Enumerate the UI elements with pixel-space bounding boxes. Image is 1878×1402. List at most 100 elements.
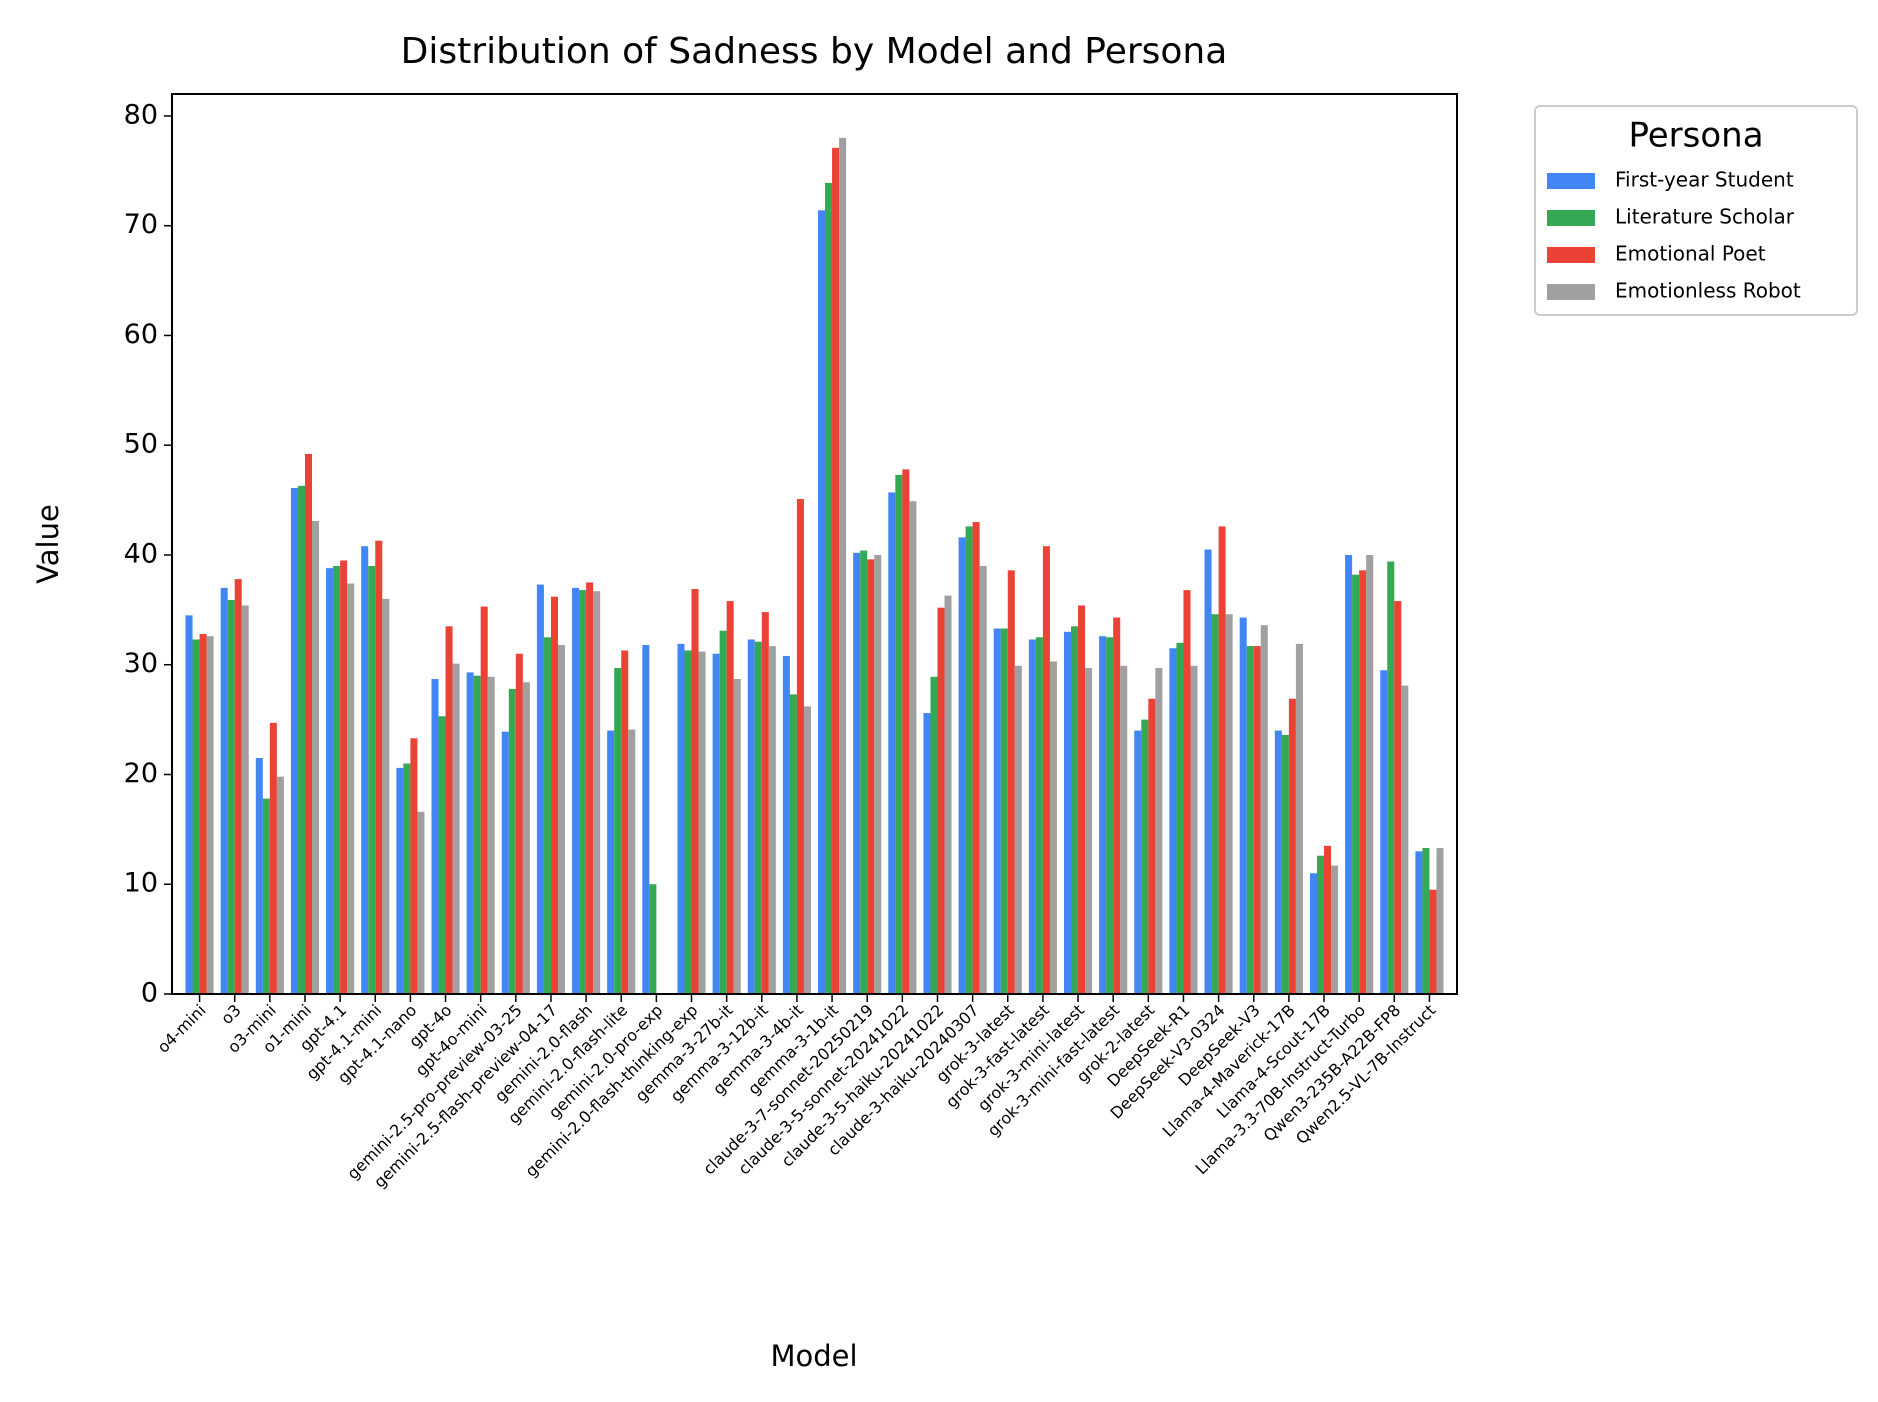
bar <box>515 653 523 994</box>
bar <box>614 668 622 994</box>
legend-label: Emotional Poet <box>1615 242 1766 266</box>
bar <box>796 499 804 994</box>
bar <box>825 182 833 994</box>
y-tick-label: 50 <box>124 429 158 460</box>
bar <box>1134 730 1142 994</box>
bar <box>1218 526 1226 994</box>
bar <box>839 137 847 994</box>
bar <box>979 565 987 994</box>
legend-title: Persona <box>1628 116 1763 156</box>
bar <box>1281 734 1289 994</box>
bar <box>347 583 355 994</box>
bar <box>241 605 249 994</box>
bar <box>269 722 277 994</box>
bar <box>867 559 875 994</box>
chart-title: Distribution of Sadness by Model and Per… <box>401 31 1228 72</box>
bar <box>304 454 313 994</box>
y-tick-label: 20 <box>124 758 158 789</box>
bar <box>1394 601 1402 994</box>
bar <box>572 587 580 994</box>
bar <box>649 884 657 994</box>
y-tick-label: 80 <box>124 99 158 130</box>
y-tick-label: 40 <box>124 538 158 569</box>
bar <box>895 474 903 995</box>
bar <box>1345 554 1353 994</box>
bar <box>1204 549 1212 994</box>
bar <box>853 552 861 994</box>
bar <box>1148 698 1156 994</box>
bar <box>1169 648 1177 994</box>
bar <box>262 798 270 994</box>
bar <box>593 591 601 994</box>
bar <box>1183 590 1191 994</box>
bar <box>396 767 404 994</box>
bar <box>1099 636 1107 994</box>
legend-label: Literature Scholar <box>1615 205 1795 229</box>
bar <box>698 651 706 994</box>
bar <box>628 729 636 994</box>
bar <box>944 595 952 994</box>
bar <box>1014 665 1022 994</box>
bar <box>536 584 544 994</box>
bar <box>185 615 193 994</box>
bar <box>684 650 692 994</box>
bar <box>1049 661 1057 994</box>
bar <box>417 811 425 994</box>
bar <box>1239 617 1247 994</box>
bar <box>747 639 755 994</box>
bar <box>382 598 390 994</box>
bar <box>874 554 882 994</box>
bar <box>1274 730 1282 994</box>
bar <box>1000 628 1008 994</box>
bar <box>1113 617 1121 994</box>
bar <box>340 560 348 994</box>
bar <box>832 147 840 994</box>
bar <box>1316 855 1325 994</box>
bar <box>1295 643 1303 994</box>
y-tick-label: 30 <box>124 648 158 679</box>
bar <box>972 522 980 994</box>
plot-frame <box>171 93 1458 995</box>
x-tick-label: o4-mini <box>153 1001 209 1057</box>
bar <box>1288 698 1296 994</box>
bar <box>1063 631 1072 994</box>
bar <box>326 568 334 994</box>
bar <box>466 672 474 994</box>
bar <box>1141 719 1149 994</box>
bar <box>993 628 1001 994</box>
bar <box>1120 665 1128 994</box>
bar <box>958 537 966 994</box>
bar <box>923 713 931 994</box>
bar <box>312 520 320 994</box>
bar <box>480 606 488 994</box>
y-tick-label: 70 <box>124 209 158 240</box>
bar <box>1415 851 1423 994</box>
y-tick-label: 60 <box>124 319 158 350</box>
bar <box>1331 865 1339 994</box>
x-tick-label: o3 <box>217 1001 245 1029</box>
bar <box>1078 605 1086 994</box>
bar <box>909 501 917 994</box>
bar <box>818 210 826 995</box>
bar <box>1106 637 1114 994</box>
legend-label: Emotionless Robot <box>1615 279 1801 303</box>
bar <box>227 599 235 994</box>
bar <box>1359 570 1367 994</box>
bar <box>761 612 769 994</box>
bar <box>677 643 685 994</box>
bar <box>220 587 228 994</box>
bar <box>1436 848 1444 994</box>
bar <box>860 550 868 994</box>
bar <box>586 582 594 994</box>
bar <box>1176 642 1184 994</box>
bar <box>522 682 530 994</box>
bar <box>691 589 699 994</box>
bar <box>1190 665 1198 994</box>
bar <box>557 644 566 994</box>
legend-swatch <box>1547 210 1595 226</box>
bar <box>487 676 495 994</box>
bar <box>1401 685 1409 994</box>
bar <box>733 679 741 994</box>
bar <box>1366 554 1374 994</box>
